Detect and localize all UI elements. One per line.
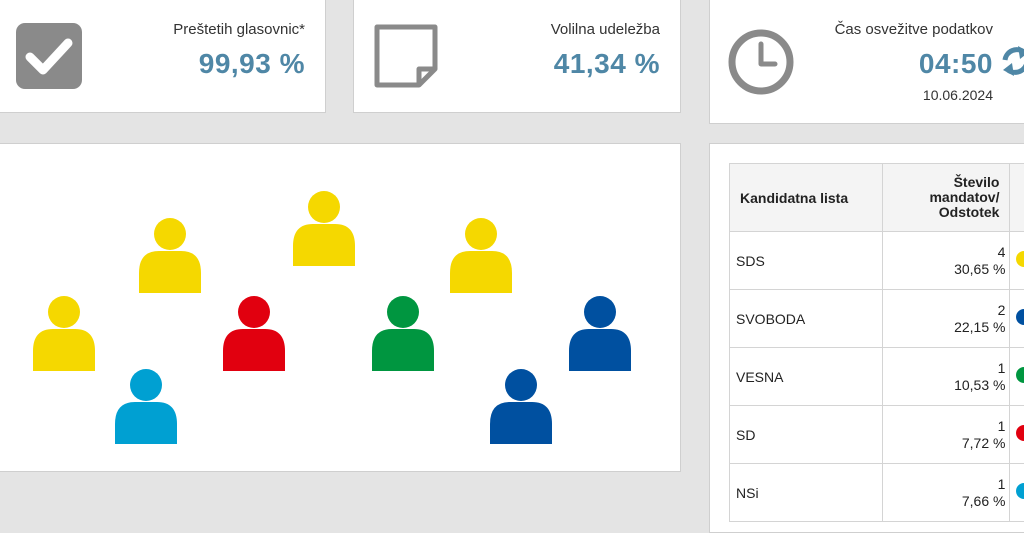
party-color-cell <box>1010 290 1024 348</box>
party-name: SVOBODA <box>730 290 883 348</box>
seat-distribution-chart <box>0 143 681 472</box>
party-color-dot <box>1016 425 1024 441</box>
party-name: VESNA <box>730 348 883 406</box>
seat-person-icon <box>372 295 434 371</box>
seat-person-icon <box>490 368 552 444</box>
column-header-list: Kandidatna lista <box>730 164 883 232</box>
column-header-seats: Število mandatov/ Odstotek <box>883 164 1010 232</box>
counted-ballots-value: 99,93 % <box>199 48 305 80</box>
turnout-value: 41,34 % <box>554 48 660 80</box>
party-color-cell <box>1010 464 1024 522</box>
party-percent: 7,66 % <box>962 493 1006 509</box>
party-seats: 1 <box>998 476 1006 492</box>
party-name: NSi <box>730 464 883 522</box>
party-color-dot <box>1016 251 1024 267</box>
counted-ballots-label: Preštetih glasovnic* <box>173 21 305 38</box>
seat-person-icon <box>139 217 201 293</box>
seat-person-icon <box>569 295 631 371</box>
party-name: SD <box>730 406 883 464</box>
party-percent: 7,72 % <box>962 435 1006 451</box>
party-seats: 2 <box>998 302 1006 318</box>
clock-icon <box>727 28 795 96</box>
column-header-seats-line1: Število <box>954 174 1000 190</box>
party-color-cell <box>1010 348 1024 406</box>
party-name: SDS <box>730 232 883 290</box>
results-table-card: Kandidatna lista Število mandatov/ Odsto… <box>709 143 1024 533</box>
party-seats: 1 <box>998 360 1006 376</box>
party-color-dot <box>1016 483 1024 499</box>
party-seats: 4 <box>998 244 1006 260</box>
turnout-card: Volilna udeležba 41,34 % <box>353 0 681 113</box>
column-header-seats-line3: Odstotek <box>939 204 1000 220</box>
column-header-seats-line2: mandatov/ <box>929 189 999 205</box>
seat-person-icon <box>450 217 512 293</box>
seat-person-icon <box>223 295 285 371</box>
party-percent: 10,53 % <box>954 377 1005 393</box>
refresh-date-value: 10.06.2024 <box>923 87 993 103</box>
results-table: Kandidatna lista Število mandatov/ Odsto… <box>729 163 1024 522</box>
counted-ballots-card: Preštetih glasovnic* 99,93 % <box>0 0 326 113</box>
party-color-dot <box>1016 367 1024 383</box>
refresh-icon[interactable] <box>998 43 1024 79</box>
party-color-cell <box>1010 406 1024 464</box>
seat-person-icon <box>115 368 177 444</box>
seat-person-icon <box>33 295 95 371</box>
refresh-time-card: Čas osvežitve podatkov 04:50 10.06.2024 <box>709 0 1024 124</box>
party-color-cell <box>1010 232 1024 290</box>
party-percent: 30,65 % <box>954 261 1005 277</box>
column-header-color <box>1010 164 1024 232</box>
table-header-row: Kandidatna lista Število mandatov/ Odsto… <box>730 164 1024 232</box>
turnout-label: Volilna udeležba <box>551 21 660 38</box>
seat-person-icon <box>293 190 355 266</box>
refresh-time-label: Čas osvežitve podatkov <box>835 21 993 38</box>
refresh-time-value: 04:50 <box>919 48 993 80</box>
party-percent: 22,15 % <box>954 319 1005 335</box>
ballot-paper-icon <box>373 23 439 89</box>
party-seats: 1 <box>998 418 1006 434</box>
checkbox-checked-icon <box>16 23 82 89</box>
party-color-dot <box>1016 309 1024 325</box>
